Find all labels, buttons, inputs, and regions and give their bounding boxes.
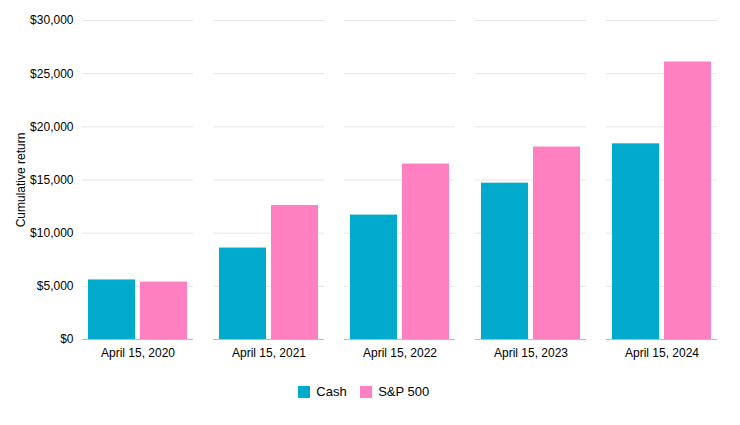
svg-text:$30,000: $30,000 xyxy=(30,13,74,27)
svg-text:April 15, 2023: April 15, 2023 xyxy=(494,346,568,360)
svg-text:$5,000: $5,000 xyxy=(37,279,74,293)
svg-text:April 15, 2020: April 15, 2020 xyxy=(101,346,175,360)
svg-text:$25,000: $25,000 xyxy=(30,67,74,81)
svg-text:$10,000: $10,000 xyxy=(30,226,74,240)
svg-text:April 15, 2021: April 15, 2021 xyxy=(232,346,306,360)
svg-text:$20,000: $20,000 xyxy=(30,120,74,134)
svg-text:Cumulative return: Cumulative return xyxy=(14,133,28,228)
svg-text:April 15, 2022: April 15, 2022 xyxy=(363,346,437,360)
svg-text:$15,000: $15,000 xyxy=(30,173,74,187)
svg-text:April 15, 2024: April 15, 2024 xyxy=(625,346,699,360)
svg-text:$0: $0 xyxy=(60,332,74,346)
html-text:S&P 500: S&P 500 xyxy=(378,384,430,399)
html-text:Cash: Cash xyxy=(316,384,347,399)
